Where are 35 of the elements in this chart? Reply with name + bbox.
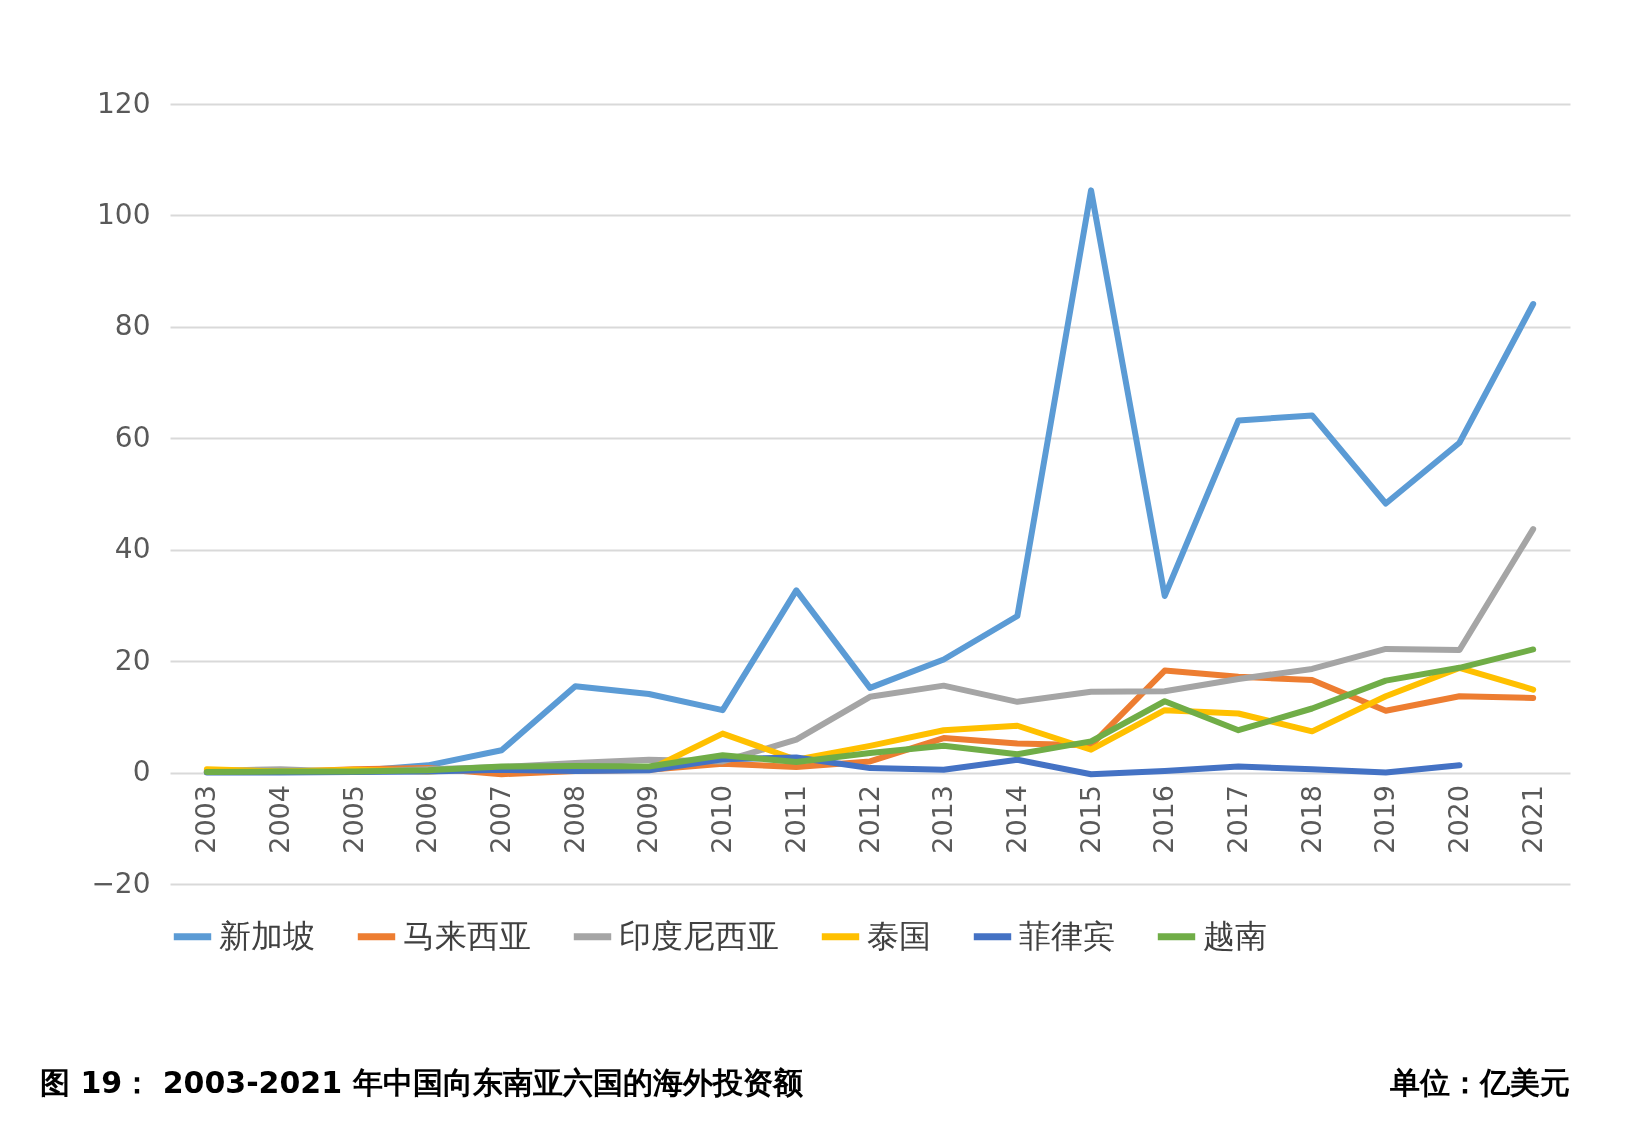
y-tick-label: 120 [97,86,151,120]
y-tick-label: 0 [132,755,151,789]
x-tick-label: 2010 [706,785,738,854]
legend-label: 印度尼西亚 [619,916,779,955]
x-tick-label: 2020 [1442,785,1474,854]
y-tick-label: 100 [97,197,151,231]
x-tick-label: 2003 [190,785,222,854]
legend-label: 新加坡 [219,916,315,955]
x-tick-label: 2018 [1295,785,1327,854]
x-tick-label: 2016 [1148,785,1180,854]
y-tick-label: 60 [114,420,151,454]
y-tick-label: 40 [114,532,151,566]
x-tick-label: 2012 [853,785,885,854]
text: 图 19： 2003-2021 年中国向东南亚六国的海外投资额 [40,1065,803,1100]
legend-label: 马来西亚 [403,916,531,955]
x-tick-label: 2017 [1221,785,1253,854]
x-tick-label: 2019 [1369,785,1401,854]
legend-label: 泰国 [867,916,931,955]
x-tick-label: 2015 [1074,785,1106,854]
x-tick-label: 2011 [779,785,811,854]
y-tick-label: 20 [114,643,151,677]
text: 单位：亿美元 [1389,1065,1570,1100]
x-tick-label: 2008 [558,785,590,854]
x-tick-label: 2009 [632,785,664,854]
x-tick-label: 2014 [1000,785,1032,854]
x-tick-label: 2021 [1516,785,1548,854]
x-tick-label: 2005 [337,785,369,854]
x-tick-label: 2013 [927,785,959,854]
legend-label: 越南 [1203,916,1267,955]
y-tick-label: −20 [91,866,151,900]
x-tick-label: 2007 [485,785,517,854]
x-tick-label: 2006 [411,785,443,854]
x-tick-label: 2004 [264,785,296,854]
y-tick-label: 80 [114,309,151,343]
legend-label: 菲律宾 [1019,916,1115,955]
